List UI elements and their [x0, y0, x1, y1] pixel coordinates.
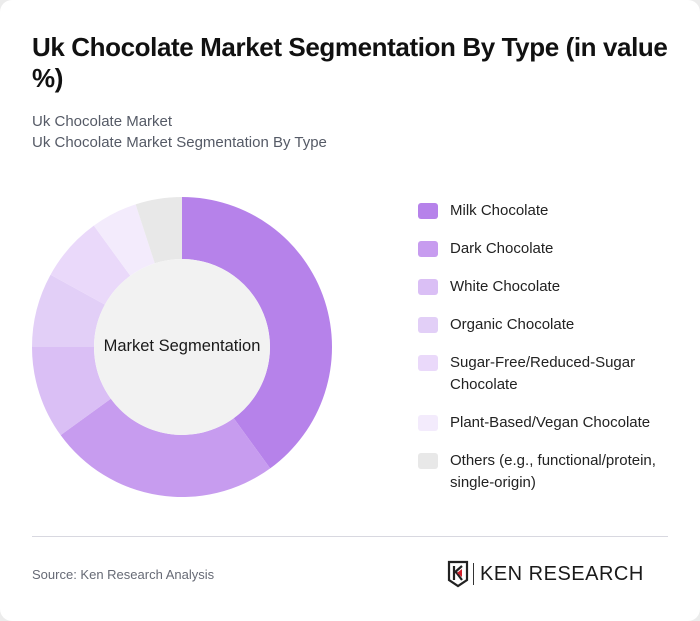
source-note: Source: Ken Research Analysis — [32, 567, 215, 582]
legend-label: White Chocolate — [450, 278, 561, 295]
donut-center-label: Market Segmentation — [103, 337, 261, 355]
donut-segment[interactable] — [182, 197, 332, 469]
legend-swatch — [418, 241, 438, 257]
donut-segment[interactable] — [60, 398, 271, 497]
chart-title: Uk Chocolate Market Segmentation By Type… — [32, 32, 668, 93]
legend-label: Dark Chocolate — [450, 240, 554, 257]
legend-swatch — [418, 317, 438, 333]
legend-item[interactable]: Plant-Based/Vegan Chocolate — [418, 412, 688, 434]
legend-swatch — [418, 279, 438, 295]
logo-separator — [473, 563, 474, 585]
legend-item[interactable]: Organic Chocolate — [418, 314, 688, 336]
footer-divider — [32, 536, 668, 537]
donut-chart — [32, 197, 332, 497]
legend-label: Organic Chocolate — [450, 316, 575, 333]
donut-segment[interactable] — [93, 204, 155, 276]
legend-label: Sugar-Free/Reduced-Sugar Chocolate — [450, 354, 636, 393]
subtitle-segmentation: Uk Chocolate Market Segmentation By Type — [32, 134, 327, 151]
legend-item[interactable]: White Chocolate — [418, 276, 688, 298]
chart-legend: Milk Chocolate Dark Chocolate White Chocol… — [418, 200, 688, 510]
legend-item[interactable]: Dark Chocolate — [418, 238, 688, 260]
ken-logo-icon — [447, 560, 469, 588]
legend-swatch — [418, 453, 438, 469]
ken-research-logo: KEN RESEARCH — [447, 560, 644, 588]
legend-label: Plant-Based/Vegan Chocolate — [450, 414, 651, 431]
legend-item[interactable]: Milk Chocolate — [418, 200, 688, 222]
legend-item[interactable]: Others (e.g., functional/protein, single… — [418, 450, 688, 494]
legend-label: Milk Chocolate — [450, 202, 549, 219]
legend-item[interactable]: Sugar-Free/Reduced-Sugar Chocolate — [418, 352, 688, 396]
legend-swatch — [418, 355, 438, 371]
legend-swatch — [418, 415, 438, 431]
donut-segment[interactable] — [135, 197, 182, 264]
donut-segment[interactable] — [50, 225, 131, 305]
legend-swatch — [418, 203, 438, 219]
donut-segment[interactable] — [32, 347, 111, 436]
donut-hole — [94, 259, 270, 435]
subtitle-market: Uk Chocolate Market — [32, 113, 173, 130]
donut-segment[interactable] — [32, 274, 105, 347]
logo-text: KEN RESEARCH — [480, 562, 644, 585]
legend-label: Others (e.g., functional/protein, single… — [450, 452, 656, 491]
